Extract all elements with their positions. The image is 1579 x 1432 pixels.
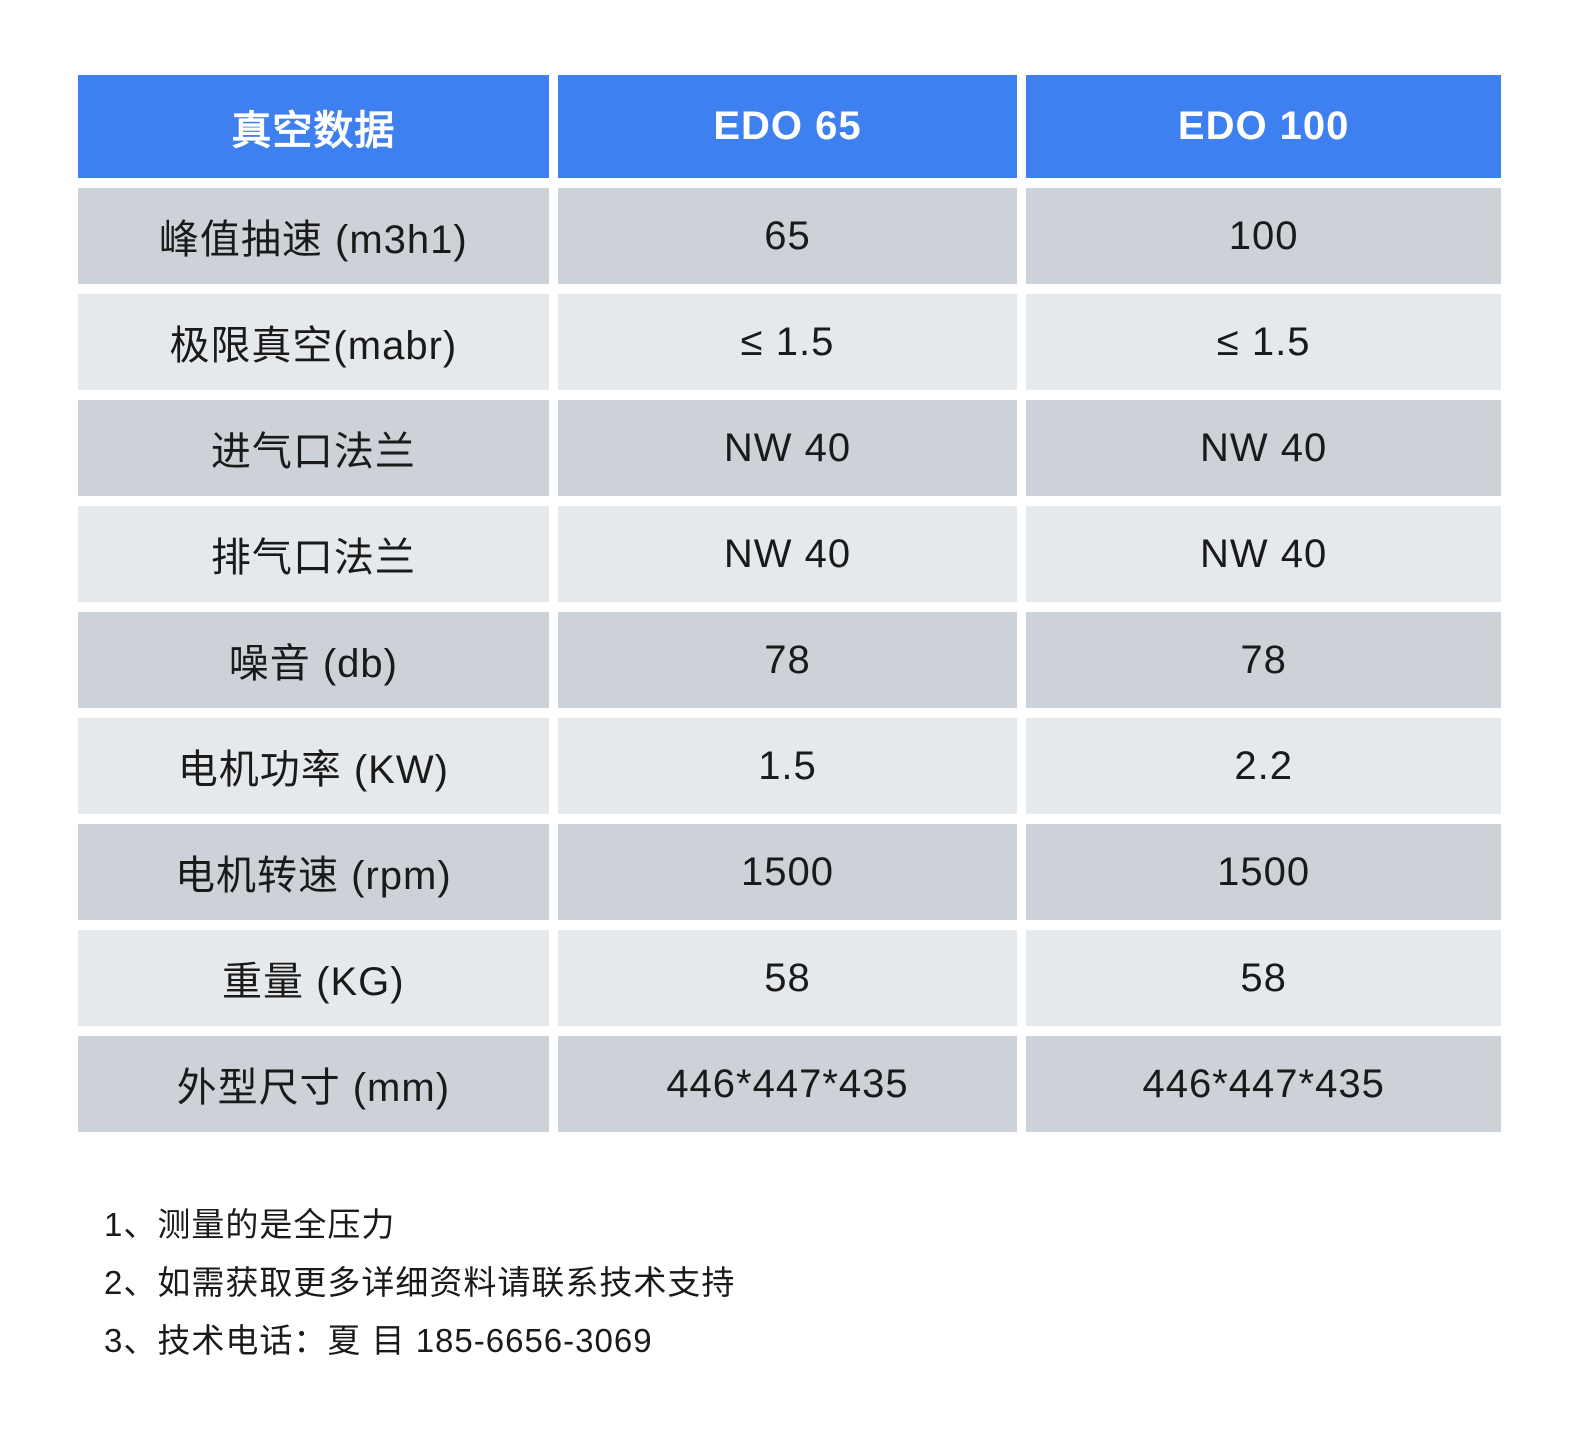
footnotes: 1、测量的是全压力 2、如需获取更多详细资料请联系技术支持 3、技术电话：夏 目… <box>104 1196 735 1370</box>
spec-cell-edo65: 1500 <box>557 824 1018 920</box>
spec-cell-edo100: 58 <box>1026 930 1501 1026</box>
footnote-2: 2、如需获取更多详细资料请联系技术支持 <box>104 1264 736 1301</box>
spec-row-label: 外型尺寸 (mm) <box>78 1036 549 1132</box>
spec-cell-edo65: ≤ 1.5 <box>557 294 1018 390</box>
spec-cell-edo100: 1500 <box>1026 824 1501 920</box>
spec-cell-edo65: NW 40 <box>557 400 1018 496</box>
spec-table: 真空数据 EDO 65 EDO 100 峰值抽速 (m3h1) 65 100 极… <box>78 75 1501 1132</box>
spec-cell-edo65: 1.5 <box>557 718 1018 814</box>
spec-row-label: 排气口法兰 <box>78 506 549 602</box>
table-header-specs: 真空数据 <box>78 75 549 178</box>
spec-row-label: 进气口法兰 <box>78 400 549 496</box>
table-header-edo100: EDO 100 <box>1026 75 1501 178</box>
spec-cell-edo65: NW 40 <box>557 506 1018 602</box>
footnote-1: 1、测量的是全压力 <box>104 1206 396 1243</box>
table-header-edo65: EDO 65 <box>557 75 1018 178</box>
spec-cell-edo100: NW 40 <box>1026 400 1501 496</box>
spec-cell-edo100: 100 <box>1026 188 1501 284</box>
spec-cell-edo100: 78 <box>1026 612 1501 708</box>
spec-row-label: 电机功率 (KW) <box>78 718 549 814</box>
spec-row-label: 电机转速 (rpm) <box>78 824 549 920</box>
spec-row-label: 极限真空(mabr) <box>78 294 549 390</box>
spec-cell-edo100: ≤ 1.5 <box>1026 294 1501 390</box>
spec-cell-edo65: 65 <box>557 188 1018 284</box>
spec-cell-edo100: NW 40 <box>1026 506 1501 602</box>
spec-cell-edo65: 446*447*435 <box>557 1036 1018 1132</box>
spec-row-label: 噪音 (db) <box>78 612 549 708</box>
spec-cell-edo100: 446*447*435 <box>1026 1036 1501 1132</box>
spec-row-label: 峰值抽速 (m3h1) <box>78 188 549 284</box>
spec-cell-edo100: 2.2 <box>1026 718 1501 814</box>
spec-cell-edo65: 58 <box>557 930 1018 1026</box>
footnote-3: 3、技术电话：夏 目 185-6656-3069 <box>104 1322 653 1359</box>
spec-cell-edo65: 78 <box>557 612 1018 708</box>
spec-row-label: 重量 (KG) <box>78 930 549 1026</box>
